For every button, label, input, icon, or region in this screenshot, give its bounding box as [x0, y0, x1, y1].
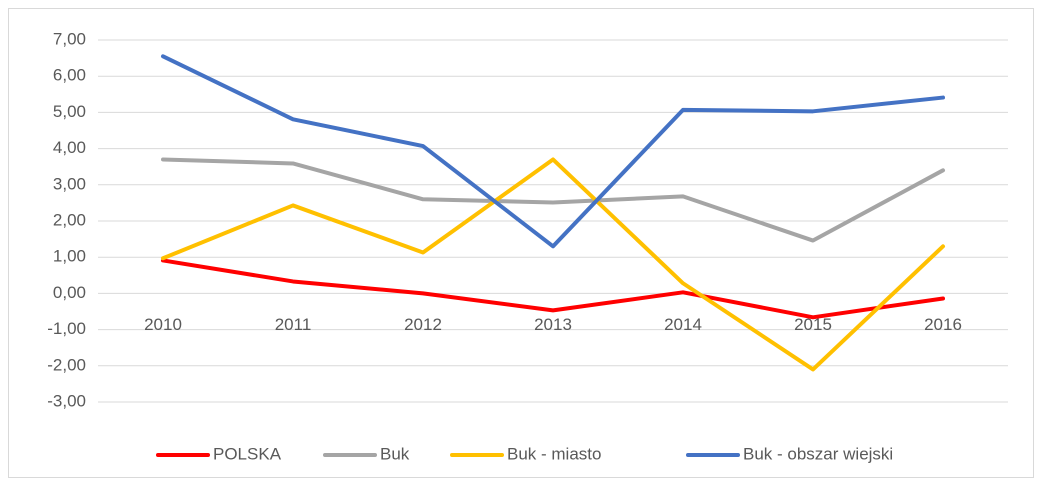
x-tick-label: 2016	[924, 315, 962, 334]
x-tick-label: 2010	[144, 315, 182, 334]
y-tick-label: 0,00	[53, 283, 86, 302]
series-line	[161, 157, 945, 372]
x-tick-label: 2015	[794, 315, 832, 334]
legend-label: POLSKA	[213, 444, 282, 463]
series-line	[161, 258, 945, 320]
y-tick-label: 1,00	[53, 247, 86, 266]
series-line	[161, 157, 945, 243]
series-line	[161, 54, 945, 249]
y-tick-label: 5,00	[53, 102, 86, 121]
y-tick-label: 4,00	[53, 138, 86, 157]
x-tick-label: 2011	[275, 315, 312, 334]
x-tick-label: 2013	[534, 315, 572, 334]
legend-label: Buk - miasto	[507, 444, 601, 463]
y-tick-label: 2,00	[53, 210, 86, 229]
x-tick-label: 2012	[404, 315, 442, 334]
y-tick-label: -2,00	[47, 355, 86, 374]
y-tick-label: 6,00	[53, 66, 86, 85]
y-tick-label: 7,00	[53, 29, 86, 48]
legend-label: Buk	[380, 444, 410, 463]
y-tick-label: -1,00	[47, 319, 86, 338]
y-tick-label: 3,00	[53, 174, 86, 193]
x-tick-label: 2014	[664, 315, 702, 334]
legend-label: Buk - obszar wiejski	[743, 444, 893, 463]
y-tick-label: -3,00	[47, 391, 86, 410]
chart-border	[8, 8, 1034, 478]
